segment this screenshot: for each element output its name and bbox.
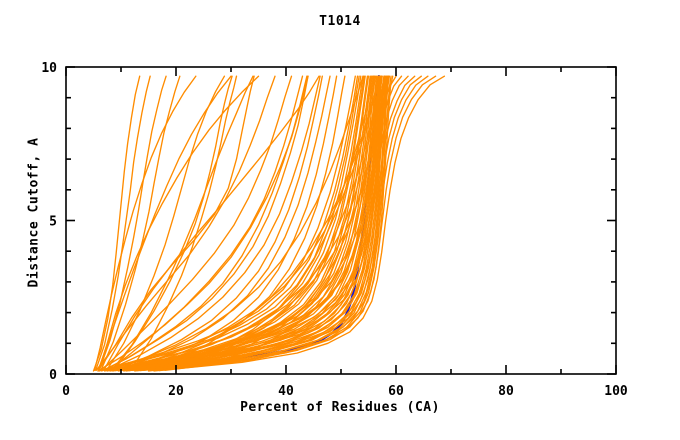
chart-series-line: [142, 75, 437, 371]
chart-series-line: [120, 75, 331, 371]
chart-series-line: [136, 75, 429, 372]
chart-series-line: [125, 75, 416, 372]
chart-series-line: [93, 75, 197, 371]
y-axis-label: Distance Cutoff, A: [26, 137, 42, 288]
chart-series-line: [109, 75, 321, 371]
curves-layer: [92, 75, 446, 372]
chart-series-line: [114, 75, 233, 370]
chart-series-line: [98, 75, 255, 371]
chart-series-line: [112, 75, 365, 372]
chart-series-line: [92, 75, 141, 372]
axis-ticks: [65, 66, 617, 375]
x-axis-label: Percent of Residues (CA): [240, 400, 440, 415]
x-tick-label: 40: [278, 384, 294, 399]
chart-series-line: [120, 75, 409, 371]
chart-series-line: [169, 75, 382, 364]
x-tick-label: 0: [62, 384, 70, 399]
chart-series-line: [120, 75, 375, 370]
x-tick-label: 100: [604, 384, 628, 399]
chart-series-line: [95, 75, 276, 371]
chart-series-line: [106, 75, 362, 372]
y-tick-label: 10: [41, 61, 57, 76]
chart-series-line: [98, 75, 167, 372]
chart-series-line: [109, 75, 304, 371]
chart-series-line: [180, 75, 390, 367]
y-tick-label: 0: [49, 368, 57, 383]
chart-series-line: [98, 75, 260, 371]
axis-tick-labels: 0 20 40 60 80 100 0 5 10: [41, 61, 628, 399]
chart-series-line: [112, 75, 254, 370]
chart-series-line: [114, 75, 403, 372]
chart-series-line: [175, 75, 381, 366]
chart-series-line: [191, 75, 388, 364]
x-tick-label: 60: [388, 384, 404, 399]
chart-series-line: [101, 75, 359, 372]
x-tick-label: 20: [168, 384, 184, 399]
chart-series-line: [125, 75, 382, 371]
chart-series-line: [101, 75, 293, 371]
chart-series-line: [153, 75, 446, 372]
y-tick-label: 5: [49, 215, 57, 230]
chart-series-line: [95, 75, 151, 371]
chart-series-line: [208, 75, 389, 366]
chart-series-line: [147, 75, 382, 367]
chart-series-line: [97, 75, 232, 372]
chart-series-line: [100, 75, 181, 371]
chart-series-line: [114, 75, 323, 371]
chart-series-line: [109, 75, 364, 371]
page-title: T1014: [319, 14, 361, 29]
chart-series-line: [103, 75, 320, 370]
x-tick-label: 80: [498, 384, 514, 399]
chart-series-line: [103, 75, 309, 371]
chart-series-line: [131, 75, 422, 371]
chart-series-line: [103, 75, 360, 371]
